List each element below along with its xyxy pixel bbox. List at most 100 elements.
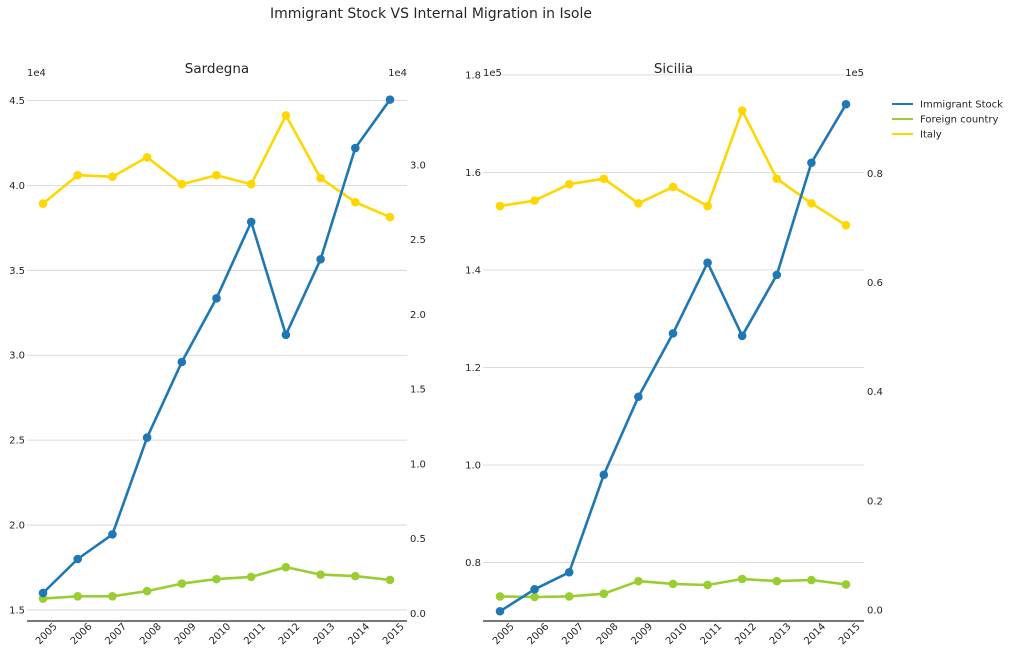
legend-label: Italy [920,130,942,141]
sicilia-foreign-country-point [599,589,609,598]
sicilia-left-tick-label: 1.0 [465,461,481,472]
sardegna-foreign-country-point [385,575,395,585]
sardegna-italy-point [316,173,325,183]
sicilia-right-tick-label: 0.0 [867,606,883,617]
sicilia-immigrant-stock-point [703,258,712,267]
sardegna-x-tick-label: 2012 [277,621,303,647]
sicilia-immigrant-stock-point [737,331,747,341]
sardegna-immigrant-stock-point [142,433,152,442]
sicilia-x-tick-label: 2012 [733,621,759,647]
sicilia-foreign-country-point [634,576,643,586]
sicilia-left-offset-label: 1e5 [483,68,502,79]
sicilia-right-tick-label: 0.4 [867,387,883,398]
sicilia-italy-point [841,220,851,230]
sicilia-immigrant-stock-point [772,270,782,280]
sicilia-italy-point [737,106,747,115]
sicilia-foreign-country-point [530,592,539,602]
sardegna-x-tick-label: 2009 [173,621,199,647]
sardegna-immigrant-stock-point [38,588,48,598]
sardegna-x-tick-label: 2005 [34,621,60,647]
sardegna-italy-point [73,170,82,180]
sardegna-foreign-country-point [73,592,82,601]
sardegna-left-tick-label: 4.0 [9,181,25,192]
sicilia-foreign-country-point [772,576,782,586]
sardegna-italy-point [38,199,48,208]
sicilia-foreign-country-point [495,592,505,601]
sardegna-title: Sardegna [185,61,249,77]
legend: Immigrant Stock Foreign country Italy [892,100,1003,141]
sardegna-left-tick-label: 2.5 [9,436,25,447]
sardegna-x-tick-label: 2006 [69,621,95,647]
sardegna-x-tick-label: 2008 [138,621,164,647]
sardegna-immigrant-stock-point [212,294,221,303]
figure-title: Immigrant Stock VS Internal Migration in… [270,6,592,22]
sicilia-x-tick-label: 2009 [629,621,655,647]
sicilia-foreign-country-point [564,592,574,601]
sardegna-foreign-country-point [177,579,187,588]
sardegna-foreign-country-point [351,571,360,581]
sardegna-left-tick-label: 3.5 [9,266,25,277]
sicilia-foreign-country-point [841,580,851,589]
sardegna-right-tick-label: 0.0 [410,609,426,620]
sicilia-x-tick-label: 2011 [699,621,725,647]
legend-label: Foreign country [920,115,999,126]
sicilia-left-tick-label: 0.8 [465,558,481,569]
sicilia-x-tick-label: 2005 [491,621,517,647]
sicilia-title: Sicilia [654,61,693,77]
sardegna-italy-point [385,212,395,222]
sardegna-panel: 1.5 2.0 2.5 3.0 3.5 4.0 4.5 0.0 0.5 1.0 1.5 2.0 2.5 3… [9,61,426,647]
sicilia-immigrant-stock-point [841,99,851,109]
sardegna-italy-point [351,197,360,207]
sardegna-foreign-country-point [246,572,256,582]
sardegna-italy-point [212,170,221,180]
sicilia-x-tick-label: 2007 [560,621,586,647]
sicilia-italy-point [599,174,609,184]
sardegna-italy-point [246,179,256,189]
sicilia-immigrant-stock-point [668,329,678,338]
sardegna-left-tick-label: 3.0 [9,351,25,362]
sicilia-left-tick-label: 1.8 [465,71,481,82]
sicilia-x-tick-label: 2008 [595,621,621,647]
sicilia-foreign-country-point [668,579,678,589]
sicilia-immigrant-stock-point [807,158,816,168]
legend-label: Immigrant Stock [920,100,1003,111]
sicilia-x-tick-label: 2010 [664,621,690,647]
sardegna-x-tick-label: 2007 [103,621,129,647]
sardegna-immigrant-stock-point [351,143,360,153]
sicilia-italy-point [634,199,643,208]
sicilia-right-tick-label: 0.6 [867,278,883,289]
sardegna-foreign-country-point [316,570,325,579]
sardegna-foreign-country-point [212,574,221,584]
sicilia-italy-point [703,201,712,211]
sicilia-foreign-country-point [737,574,747,584]
sardegna-right-tick-label: 0.5 [410,534,426,545]
sicilia-italy-point [668,182,678,192]
sardegna-immigrant-stock-point [316,254,325,264]
sicilia-immigrant-stock-point [564,567,574,577]
sicilia-foreign-country-point [703,580,712,590]
sardegna-x-tick-label: 2013 [312,621,338,647]
sicilia-immigrant-stock-line [498,103,848,613]
sicilia-left-tick-label: 1.6 [465,168,481,179]
sardegna-immigrant-stock-point [108,530,117,539]
sicilia-italy-point [772,174,782,184]
sicilia-italy-point [564,179,574,189]
sicilia-panel: 0.8 1.0 1.2 1.4 1.6 1.8 0.0 0.2 0.4 0.6 0.8 1e5 1e5 S… [465,61,883,647]
sicilia-x-tick-label: 2015 [837,621,863,647]
sicilia-italy-point [530,196,539,205]
sicilia-italy-line [498,109,848,227]
sardegna-immigrant-stock-point [281,330,291,340]
sicilia-x-tick-label: 2013 [768,621,794,647]
sardegna-left-tick-label: 1.5 [9,605,25,616]
sardegna-foreign-country-point [108,592,117,601]
sicilia-x-tick-label: 2014 [802,621,828,647]
sicilia-foreign-country-point [807,575,816,585]
sardegna-right-tick-label: 2.0 [410,310,426,321]
sardegna-left-tick-label: 2.0 [9,521,25,532]
sicilia-italy-point [807,199,816,208]
sardegna-foreign-country-point [142,586,152,596]
sardegna-italy-point [108,172,117,182]
sardegna-x-tick-label: 2010 [208,621,234,647]
sardegna-left-tick-label: 4.5 [9,96,25,107]
